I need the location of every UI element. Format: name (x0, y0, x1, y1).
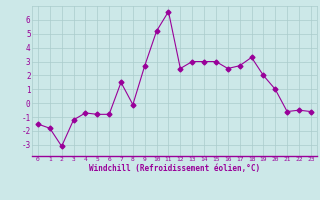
X-axis label: Windchill (Refroidissement éolien,°C): Windchill (Refroidissement éolien,°C) (89, 164, 260, 173)
